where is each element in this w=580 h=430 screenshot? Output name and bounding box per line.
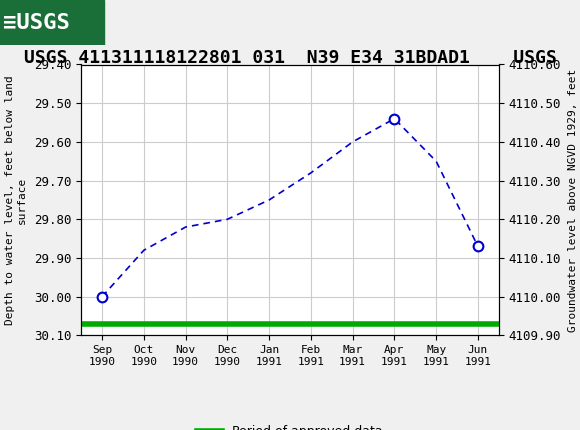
Legend: Period of approved data: Period of approved data bbox=[192, 420, 388, 430]
Bar bbox=[0, 0, 104, 45]
Y-axis label: Depth to water level, feet below land
surface: Depth to water level, feet below land su… bbox=[5, 75, 27, 325]
Y-axis label: Groundwater level above NGVD 1929, feet: Groundwater level above NGVD 1929, feet bbox=[568, 68, 578, 332]
Text: ≡USGS: ≡USGS bbox=[3, 12, 70, 33]
Text: USGS 411311118122801 031  N39 E34 31BDAD1    USGS: USGS 411311118122801 031 N39 E34 31BDAD1… bbox=[24, 49, 556, 68]
